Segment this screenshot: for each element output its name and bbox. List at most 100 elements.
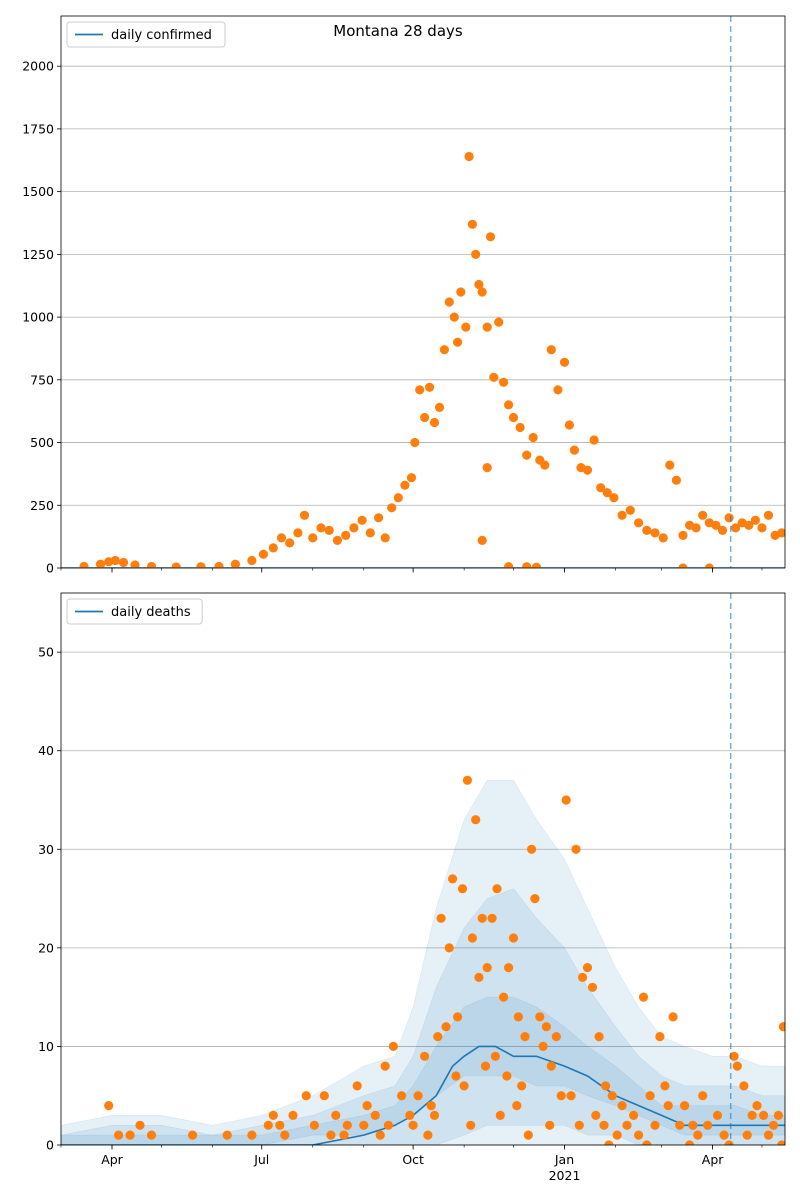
data-point: [471, 815, 481, 825]
data-point: [480, 1061, 491, 1071]
data-point: [629, 1110, 639, 1120]
data-point: [747, 1110, 757, 1120]
data-point: [464, 151, 474, 162]
data-point: [125, 1130, 135, 1140]
data-point: [433, 1032, 443, 1042]
data-point: [482, 963, 492, 973]
data-point: [508, 933, 519, 943]
data-point: [135, 1120, 145, 1130]
x-tick-label: Apr: [702, 1152, 724, 1167]
data-point: [230, 559, 240, 568]
data-point: [467, 219, 477, 229]
data-point: [462, 775, 472, 785]
data-point: [188, 1130, 198, 1140]
data-point: [324, 525, 334, 536]
data-point: [288, 1110, 298, 1120]
data-point: [650, 1120, 660, 1130]
data-point: [729, 1051, 739, 1061]
data-point: [777, 528, 785, 538]
data-point: [642, 525, 652, 536]
x-tick-label: Jan: [554, 1152, 574, 1167]
data-point: [671, 475, 682, 485]
data-point: [634, 518, 644, 528]
data-point: [301, 1091, 311, 1101]
data-point: [487, 913, 497, 923]
data-point: [757, 523, 767, 533]
data-point: [370, 1110, 380, 1120]
data-point: [434, 402, 445, 412]
data-point: [561, 795, 571, 805]
data-point: [110, 555, 120, 566]
data-point: [622, 1120, 632, 1130]
y-tick-label: 50: [38, 645, 54, 660]
data-point: [731, 523, 741, 533]
data-point: [564, 420, 575, 430]
data-point: [196, 562, 206, 568]
data-point: [650, 528, 660, 538]
data-point: [342, 1120, 352, 1130]
uncertainty-band: [61, 780, 785, 1145]
data-point: [522, 450, 532, 460]
data-point: [293, 528, 303, 538]
data-point: [247, 555, 257, 566]
data-point: [569, 445, 580, 455]
data-point: [515, 422, 525, 433]
data-point: [441, 1022, 451, 1032]
data-point: [408, 1120, 418, 1130]
data-point: [420, 1051, 430, 1061]
data-point: [477, 913, 487, 923]
data-point: [95, 559, 106, 568]
chart-title: Montana 28 days: [333, 22, 463, 40]
y-tick-label: 1250: [22, 247, 54, 262]
data-point: [522, 562, 532, 568]
x-tick-label: Apr: [101, 1152, 123, 1167]
data-point: [426, 1101, 436, 1111]
data-point: [375, 1130, 385, 1140]
data-point: [668, 1012, 678, 1022]
data-point: [625, 505, 635, 515]
data-point: [456, 287, 466, 297]
data-point: [759, 1110, 769, 1120]
plot-frame: [60, 592, 786, 1146]
data-point: [528, 432, 538, 443]
data-point: [527, 844, 537, 854]
y-tick-label: 1000: [22, 310, 54, 325]
x-year-label: 2021: [549, 1168, 581, 1183]
data-point: [400, 480, 410, 490]
data-point: [79, 561, 89, 568]
data-point: [499, 992, 509, 1002]
data-point: [596, 483, 606, 493]
data-point: [316, 523, 326, 533]
data-point: [602, 488, 612, 498]
data-point: [425, 382, 435, 392]
data-point: [538, 1041, 548, 1051]
data-point: [490, 1051, 500, 1061]
data-point: [582, 963, 593, 973]
data-point: [474, 972, 484, 983]
data-point: [540, 460, 550, 470]
data-point: [513, 1012, 524, 1022]
data-point: [388, 1041, 398, 1051]
data-point: [645, 1091, 655, 1101]
data-point: [275, 1120, 285, 1130]
data-point: [778, 1022, 785, 1032]
data-point: [724, 513, 734, 523]
data-point: [604, 1140, 614, 1145]
data-point: [406, 473, 417, 483]
data-point: [523, 1130, 533, 1140]
data-point: [494, 317, 504, 327]
data-point: [617, 510, 627, 520]
data-point: [551, 1032, 561, 1042]
data-point: [777, 1140, 785, 1145]
data-point: [634, 1130, 644, 1140]
data-point: [466, 1120, 476, 1130]
data-point: [453, 1012, 463, 1022]
deaths-panel: 0 10 20 30 40 50 Apr Jul Oct Jan Apr 2021 daily deat…: [38, 592, 786, 1183]
data-point: [130, 560, 140, 568]
data-point: [541, 1022, 552, 1032]
data-point: [104, 1101, 114, 1111]
confirmed-panel: 0 250 500 750 1000 1250 1500 1750 2000 daily conf…: [22, 15, 786, 576]
data-point: [374, 513, 384, 523]
data-point: [742, 1130, 752, 1140]
